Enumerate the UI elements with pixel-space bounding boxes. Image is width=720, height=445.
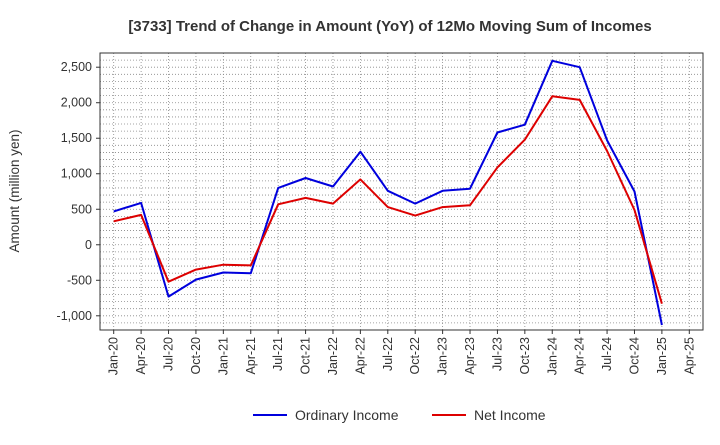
x-tick-label: Jan-23 [436, 337, 450, 375]
x-tick-label: Jul-23 [490, 337, 504, 371]
y-axis-label: Amount (million yen) [7, 129, 22, 252]
legend-label-ordinary-income: Ordinary Income [295, 407, 399, 423]
x-tick-label: Jan-20 [107, 337, 121, 375]
y-tick-label: 1,000 [61, 167, 92, 181]
x-tick-label: Apr-22 [353, 337, 367, 375]
y-axis-ticks: 2,500 2,000 1,500 1,000 500 0 -500 -1,000 [57, 60, 100, 323]
y-tick-label: 0 [85, 238, 92, 252]
series-lines [113, 59, 663, 326]
legend-label-net-income: Net Income [474, 407, 546, 423]
x-tick-label: Jul-20 [162, 337, 176, 371]
x-tick-label: Jul-24 [600, 337, 614, 371]
x-tick-label: Oct-24 [627, 337, 641, 375]
plot-area [99, 52, 704, 331]
grid [100, 53, 703, 330]
ordinary-income-line [113, 59, 663, 326]
net-income-line [113, 95, 663, 304]
x-tick-label: Jan-22 [326, 337, 340, 375]
x-tick-label: Apr-21 [244, 337, 258, 375]
x-tick-label: Apr-25 [682, 337, 696, 375]
x-tick-label: Apr-23 [463, 337, 477, 375]
chart-title: [3733] Trend of Change in Amount (YoY) o… [128, 18, 651, 35]
legend: Ordinary Income Net Income [253, 407, 546, 423]
x-tick-label: Oct-22 [408, 337, 422, 375]
x-tick-label: Jan-25 [655, 337, 669, 375]
x-axis-ticks: Jan-20 Apr-20 Jul-20 Oct-20 Jan-21 Apr-21 Jul-… [107, 330, 696, 375]
y-tick-label: -1,000 [57, 309, 92, 323]
x-tick-label: Jan-24 [545, 337, 559, 375]
y-tick-label: 1,500 [61, 131, 92, 145]
y-tick-label: 2,500 [61, 60, 92, 74]
x-tick-label: Oct-20 [189, 337, 203, 375]
x-tick-label: Jan-21 [216, 337, 230, 375]
x-tick-label: Jul-22 [381, 337, 395, 371]
x-tick-label: Apr-24 [573, 337, 587, 375]
x-tick-label: Oct-21 [299, 337, 313, 375]
x-tick-label: Jul-21 [271, 337, 285, 371]
y-tick-label: -500 [67, 273, 92, 287]
y-tick-label: 2,000 [61, 96, 92, 110]
x-tick-label: Apr-20 [134, 337, 148, 375]
x-tick-label: Oct-23 [518, 337, 532, 375]
y-tick-label: 500 [71, 202, 92, 216]
